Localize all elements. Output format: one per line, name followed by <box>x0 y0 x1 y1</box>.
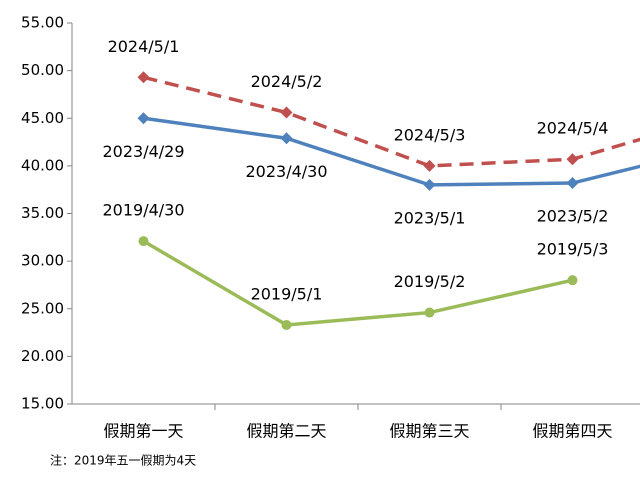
point <box>424 307 435 318</box>
x-tick-label: 假期第四天 <box>532 422 612 441</box>
point-annotation: 2024/5/3 <box>394 125 466 144</box>
point <box>567 275 578 286</box>
y-tick-label: 30.00 <box>21 252 64 270</box>
point <box>137 71 150 84</box>
point-annotation: 2024/5/2 <box>251 72 323 91</box>
point-annotation: 2023/5/2 <box>537 207 609 226</box>
x-tick-label: 假期第三天 <box>389 422 469 441</box>
point-annotation: 2019/4/30 <box>102 201 184 220</box>
point-annotation: 2023/4/29 <box>102 142 184 161</box>
point <box>280 106 293 119</box>
point <box>138 236 149 247</box>
y-tick-label: 55.00 <box>21 14 64 32</box>
point-annotation: 2023/4/30 <box>245 162 327 181</box>
y-tick-label: 45.00 <box>21 109 64 127</box>
footnote: 注：2019年五一假期为4天 <box>50 453 196 468</box>
point-annotation: 2024/5/4 <box>537 119 609 138</box>
y-tick-label: 50.00 <box>21 61 64 79</box>
y-tick-label: 20.00 <box>21 347 64 365</box>
point-annotation: 2019/5/2 <box>394 272 466 291</box>
point <box>280 132 293 145</box>
point <box>137 112 150 125</box>
x-tick-label: 假期第一天 <box>103 422 183 441</box>
x-tick-label: 假期第二天 <box>246 422 326 441</box>
point <box>281 319 292 330</box>
point-annotation: 2023/5/1 <box>394 208 466 227</box>
point-annotation: 2019/5/1 <box>251 284 323 303</box>
y-tick-label: 40.00 <box>21 156 64 174</box>
y-tick-label: 15.00 <box>21 395 64 413</box>
point-annotation: 2024/5/1 <box>108 37 180 56</box>
series-line <box>142 239 573 327</box>
y-tick-label: 35.00 <box>21 204 64 222</box>
point <box>423 159 436 172</box>
point-annotation: 2019/5/3 <box>537 240 609 259</box>
y-tick-label: 25.00 <box>21 299 64 317</box>
point <box>423 178 436 191</box>
point <box>566 153 579 166</box>
point <box>566 177 579 190</box>
